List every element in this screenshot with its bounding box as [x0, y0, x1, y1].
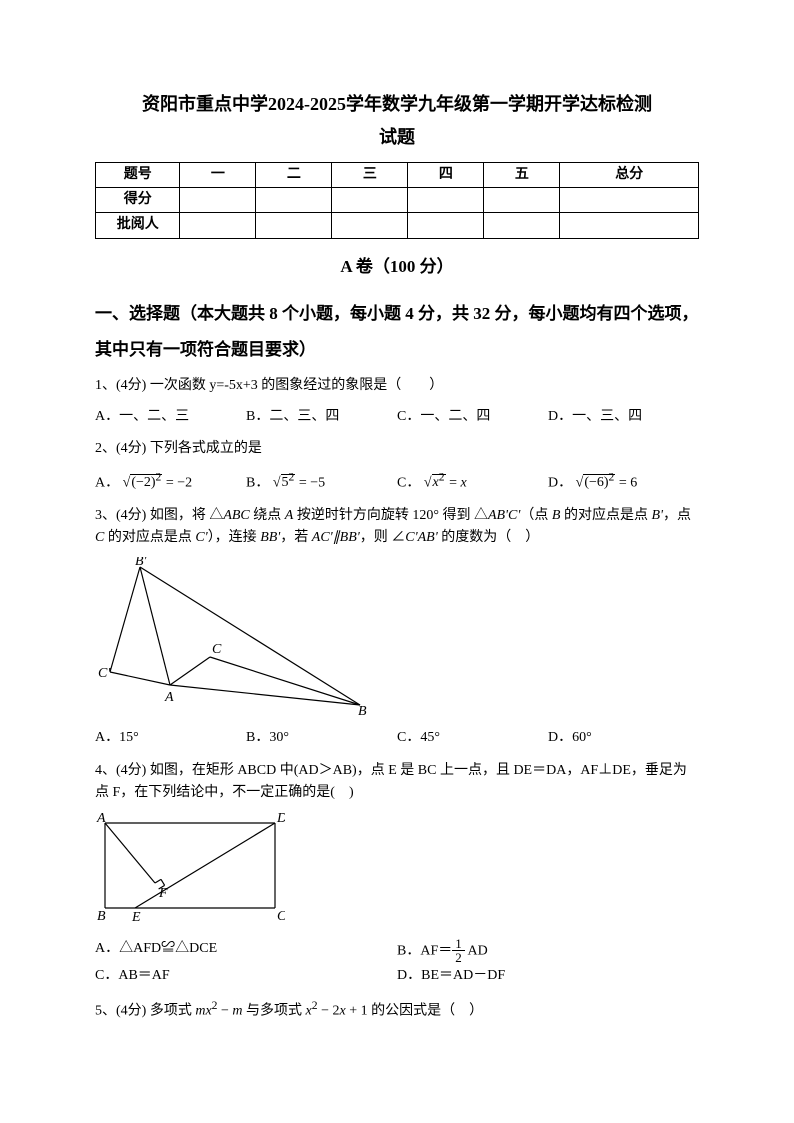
triangle-rotation-diagram: B' C' A C B	[95, 557, 375, 717]
th: 三	[332, 162, 408, 187]
q3-options: A．15° B．30° C．45° D．60°	[95, 727, 699, 749]
table-row: 题号 一 二 三 四 五 总分	[96, 162, 699, 187]
q4-figure: A D B C E F	[95, 813, 699, 928]
q3-stem: 3、(4分) 如图，将 △ABC 绕点 A 按逆时针方向旋转 120° 得到 △…	[95, 505, 699, 550]
opt-a: A．△AFD≌△DCE	[95, 938, 397, 965]
opt-c: C．AB＝AF	[95, 965, 397, 987]
opt-a: A． √(−2)2 = −2	[95, 469, 246, 495]
paper-label: A 卷（100 分）	[95, 253, 699, 280]
q1-stem: 1、(4分) 一次函数 y=-5x+3 的图象经过的象限是（ ）	[95, 375, 699, 397]
svg-text:A: A	[164, 690, 174, 705]
opt-a: A．一、二、三	[95, 406, 246, 428]
q2-stem: 2、(4分) 下列各式成立的是	[95, 438, 699, 460]
row-label: 批阅人	[96, 213, 180, 238]
th: 一	[180, 162, 256, 187]
svg-text:C': C'	[98, 666, 111, 681]
opt-b: B． √52 = −5	[246, 469, 397, 495]
th: 五	[484, 162, 560, 187]
score-table: 题号 一 二 三 四 五 总分 得分 批阅人	[95, 162, 699, 239]
svg-text:E: E	[131, 910, 141, 925]
svg-text:F: F	[158, 886, 168, 901]
q5-stem: 5、(4分) 多项式 mx2 − m 与多项式 x2 − 2x + 1 的公因式…	[95, 997, 699, 1023]
opt-b: B．AF＝12 AD	[397, 938, 699, 965]
page-subtitle: 试题	[95, 123, 699, 152]
q4-stem: 4、(4分) 如图，在矩形 ABCD 中(AD＞AB)，点 E 是 BC 上一点…	[95, 760, 699, 805]
opt-d: D．BE＝AD－DF	[397, 965, 699, 987]
svg-text:B': B'	[135, 557, 148, 569]
table-row: 得分	[96, 187, 699, 212]
q2-options: A． √(−2)2 = −2 B． √52 = −5 C． √x2 = x D．…	[95, 469, 699, 495]
section-heading: 一、选择题（本大题共 8 个小题，每小题 4 分，共 32 分，每小题均有四个选…	[95, 296, 699, 367]
opt-b: B．30°	[246, 727, 397, 749]
q3-figure: B' C' A C B	[95, 557, 699, 717]
svg-text:C: C	[212, 642, 222, 657]
th: 四	[408, 162, 484, 187]
svg-text:A: A	[96, 813, 106, 826]
opt-d: D．一、三、四	[548, 406, 699, 428]
q4-options: A．△AFD≌△DCE B．AF＝12 AD C．AB＝AF D．BE＝AD－D…	[95, 938, 699, 987]
opt-d: D． √(−6)2 = 6	[548, 469, 699, 495]
opt-c: C．一、二、四	[397, 406, 548, 428]
svg-text:C: C	[277, 909, 285, 924]
opt-d: D．60°	[548, 727, 699, 749]
rectangle-diagram: A D B C E F	[95, 813, 285, 928]
th: 二	[256, 162, 332, 187]
opt-a: A．15°	[95, 727, 246, 749]
svg-text:B: B	[97, 909, 106, 924]
opt-c: C．45°	[397, 727, 548, 749]
th: 总分	[560, 162, 699, 187]
th: 题号	[96, 162, 180, 187]
opt-c: C． √x2 = x	[397, 469, 548, 495]
svg-text:D: D	[276, 813, 285, 826]
svg-text:B: B	[358, 704, 367, 717]
q1-options: A．一、二、三 B．二、三、四 C．一、二、四 D．一、三、四	[95, 406, 699, 428]
opt-b: B．二、三、四	[246, 406, 397, 428]
row-label: 得分	[96, 187, 180, 212]
page-title: 资阳市重点中学2024-2025学年数学九年级第一学期开学达标检测	[95, 90, 699, 119]
table-row: 批阅人	[96, 213, 699, 238]
